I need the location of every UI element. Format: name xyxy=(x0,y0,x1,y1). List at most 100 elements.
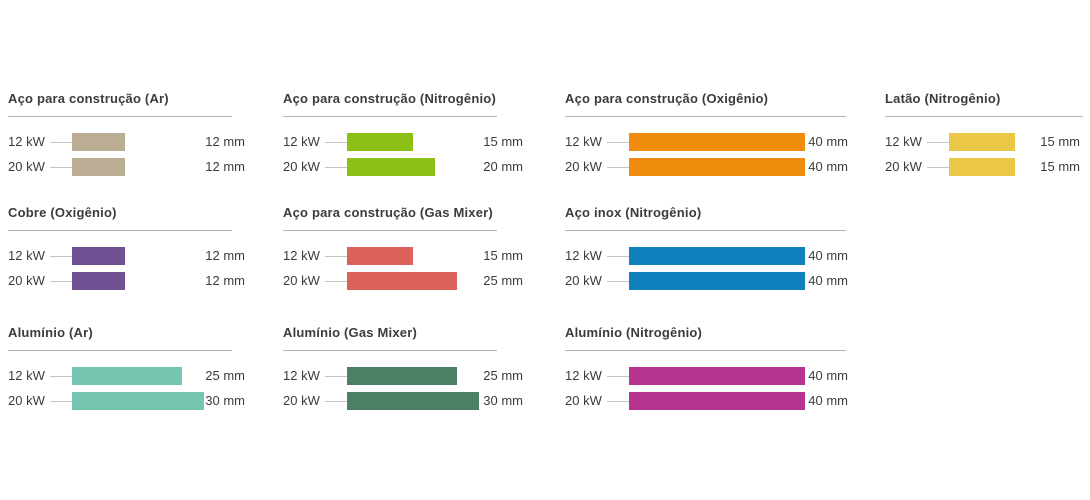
thickness-value-label: 30 mm xyxy=(205,393,245,408)
bar-row: 12 kW 25 mm xyxy=(8,367,245,385)
connector-line xyxy=(927,167,949,168)
panel-title: Cobre (Oxigênio) xyxy=(8,205,117,220)
thickness-value-label: 15 mm xyxy=(483,134,523,149)
bar-row: 20 kW 30 mm xyxy=(8,392,245,410)
connector-line xyxy=(607,376,629,377)
thickness-bar xyxy=(72,272,125,290)
material-panel: Aço inox (Nitrogênio) 12 kW 40 mm 20 kW … xyxy=(565,205,848,290)
connector-line xyxy=(325,256,347,257)
thickness-value-label: 40 mm xyxy=(808,368,848,383)
thickness-value-label: 15 mm xyxy=(1040,134,1080,149)
connector-line xyxy=(325,167,347,168)
panel-divider xyxy=(885,116,1083,117)
thickness-bar xyxy=(72,392,204,410)
power-label: 20 kW xyxy=(283,273,320,288)
thickness-value-label: 12 mm xyxy=(205,273,245,288)
thickness-bar xyxy=(629,133,805,151)
bar-row: 20 kW 25 mm xyxy=(283,272,523,290)
bar-row: 12 kW 15 mm xyxy=(283,247,523,265)
bar-row: 12 kW 15 mm xyxy=(283,133,523,151)
power-label: 12 kW xyxy=(8,248,45,263)
connector-line xyxy=(325,376,347,377)
bar-row: 20 kW 30 mm xyxy=(283,392,523,410)
panel-divider xyxy=(283,116,497,117)
thickness-value-label: 20 mm xyxy=(483,159,523,174)
thickness-value-label: 40 mm xyxy=(808,273,848,288)
power-label: 12 kW xyxy=(8,368,45,383)
bar-row: 12 kW 15 mm xyxy=(885,133,1080,151)
power-label: 20 kW xyxy=(565,393,602,408)
material-panel: Alumínio (Nitrogênio) 12 kW 40 mm 20 kW … xyxy=(565,325,848,410)
thickness-value-label: 40 mm xyxy=(808,159,848,174)
connector-line xyxy=(325,401,347,402)
thickness-bar xyxy=(949,133,1015,151)
material-panel: Aço para construção (Oxigênio) 12 kW 40 … xyxy=(565,91,848,176)
connector-line xyxy=(50,167,72,168)
bar-row: 20 kW 20 mm xyxy=(283,158,523,176)
power-label: 12 kW xyxy=(565,248,602,263)
material-panel: Aço para construção (Nitrogênio) 12 kW 1… xyxy=(283,91,523,176)
thickness-value-label: 40 mm xyxy=(808,134,848,149)
bar-row: 12 kW 12 mm xyxy=(8,133,245,151)
panel-title: Aço para construção (Oxigênio) xyxy=(565,91,769,106)
thickness-value-label: 12 mm xyxy=(205,248,245,263)
panel-divider xyxy=(565,116,846,117)
thickness-value-label: 25 mm xyxy=(483,273,523,288)
panel-divider xyxy=(283,230,497,231)
panel-divider xyxy=(283,350,497,351)
panel-title: Alumínio (Gas Mixer) xyxy=(283,325,418,340)
panel-divider xyxy=(8,350,232,351)
panel-title: Aço para construção (Ar) xyxy=(8,91,169,106)
material-panel: Cobre (Oxigênio) 12 kW 12 mm 20 kW 12 mm xyxy=(8,205,245,290)
material-panel: Alumínio (Gas Mixer) 12 kW 25 mm 20 kW 3… xyxy=(283,325,523,410)
bar-row: 12 kW 25 mm xyxy=(283,367,523,385)
connector-line xyxy=(325,142,347,143)
bar-row: 12 kW 40 mm xyxy=(565,247,848,265)
bar-row: 20 kW 40 mm xyxy=(565,272,848,290)
bar-row: 20 kW 12 mm xyxy=(8,272,245,290)
thickness-value-label: 25 mm xyxy=(205,368,245,383)
panel-title: Latão (Nitrogênio) xyxy=(885,91,1001,106)
thickness-bar xyxy=(629,392,805,410)
power-label: 20 kW xyxy=(8,393,45,408)
power-label: 12 kW xyxy=(283,134,320,149)
thickness-value-label: 40 mm xyxy=(808,248,848,263)
thickness-bar xyxy=(72,158,125,176)
bar-row: 20 kW 12 mm xyxy=(8,158,245,176)
thickness-value-label: 25 mm xyxy=(483,368,523,383)
panel-divider xyxy=(565,230,846,231)
panel-divider xyxy=(8,230,232,231)
connector-line xyxy=(325,281,347,282)
thickness-bar xyxy=(347,133,413,151)
power-label: 20 kW xyxy=(8,159,45,174)
panel-divider xyxy=(565,350,846,351)
thickness-bar xyxy=(347,272,457,290)
thickness-value-label: 15 mm xyxy=(1040,159,1080,174)
connector-line xyxy=(607,401,629,402)
power-label: 12 kW xyxy=(565,134,602,149)
thickness-value-label: 40 mm xyxy=(808,393,848,408)
thickness-value-label: 12 mm xyxy=(205,134,245,149)
thickness-value-label: 30 mm xyxy=(483,393,523,408)
power-label: 20 kW xyxy=(8,273,45,288)
power-label: 20 kW xyxy=(283,159,320,174)
connector-line xyxy=(50,256,72,257)
thickness-bar xyxy=(347,158,435,176)
power-label: 12 kW xyxy=(8,134,45,149)
connector-line xyxy=(50,401,72,402)
thickness-bar xyxy=(347,247,413,265)
thickness-bar xyxy=(629,272,805,290)
thickness-bar xyxy=(629,158,805,176)
connector-line xyxy=(50,376,72,377)
connector-line xyxy=(607,167,629,168)
connector-line xyxy=(927,142,949,143)
thickness-bar xyxy=(72,247,125,265)
power-label: 12 kW xyxy=(283,368,320,383)
bar-row: 20 kW 40 mm xyxy=(565,158,848,176)
connector-line xyxy=(607,142,629,143)
panel-title: Aço para construção (Nitrogênio) xyxy=(283,91,496,106)
thickness-bar xyxy=(629,247,805,265)
bar-row: 12 kW 40 mm xyxy=(565,133,848,151)
bar-row: 12 kW 40 mm xyxy=(565,367,848,385)
